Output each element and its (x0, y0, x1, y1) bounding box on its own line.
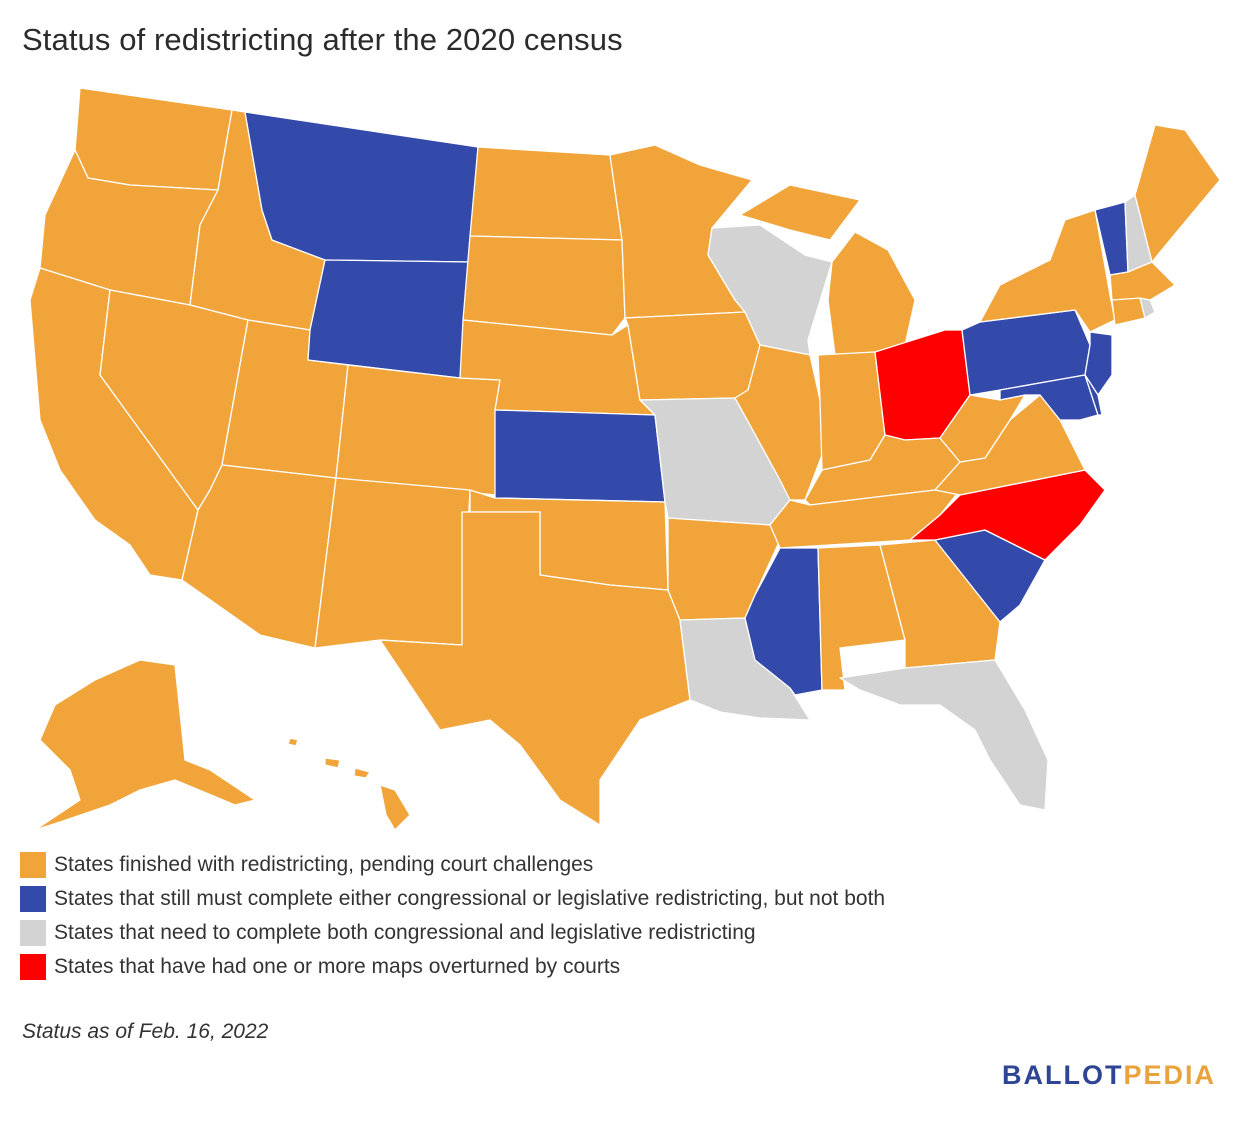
state-NC[interactable] (909, 469, 1106, 561)
state-SD[interactable] (462, 235, 626, 336)
us-states-map (29, 87, 1221, 831)
legend-label: States finished with redistricting, pend… (54, 853, 594, 876)
state-HI[interactable] (287, 737, 411, 831)
legend-swatch (20, 954, 46, 980)
state-CO[interactable] (335, 364, 501, 496)
legend-label: States that need to complete both congre… (54, 921, 756, 944)
state-KS[interactable] (494, 409, 666, 503)
state-NY[interactable] (979, 209, 1116, 333)
legend-label: States that still must complete either c… (54, 887, 886, 910)
state-TX[interactable] (379, 511, 691, 826)
state-ND[interactable] (469, 146, 623, 241)
logo-text-pedia: PEDIA (1123, 1060, 1216, 1090)
legend-swatch (20, 920, 46, 946)
legend-item: States that have had one or more maps ov… (20, 950, 885, 984)
state-DE[interactable] (1084, 374, 1103, 416)
map-title: Status of redistricting after the 2020 c… (22, 22, 623, 57)
state-FL[interactable] (839, 659, 1049, 811)
legend-item: States that need to complete both congre… (20, 916, 885, 950)
ballotpedia-logo[interactable]: BALLOTPEDIA (1002, 1060, 1216, 1091)
logo-text-ballot: BALLOT (1001, 1060, 1124, 1090)
state-AK[interactable] (34, 659, 256, 831)
legend-item: States finished with redistricting, pend… (20, 848, 885, 882)
legend: States finished with redistricting, pend… (20, 848, 885, 984)
state-WA[interactable] (74, 87, 233, 191)
state-WV[interactable] (939, 394, 1026, 463)
state-MT[interactable] (244, 111, 479, 263)
state-RI[interactable] (1139, 297, 1156, 319)
state-NM[interactable] (314, 477, 471, 649)
legend-label: States that have had one or more maps ov… (54, 955, 621, 978)
legend-swatch (20, 886, 46, 912)
state-WY[interactable] (307, 259, 471, 379)
state-ME[interactable] (1134, 124, 1221, 263)
state-CT[interactable] (1111, 297, 1146, 326)
legend-swatch (20, 852, 46, 878)
legend-item: States that still must complete either c… (20, 882, 885, 916)
status-date-note: Status as of Feb. 16, 2022 (22, 1020, 269, 1043)
state-IA[interactable] (624, 311, 761, 401)
